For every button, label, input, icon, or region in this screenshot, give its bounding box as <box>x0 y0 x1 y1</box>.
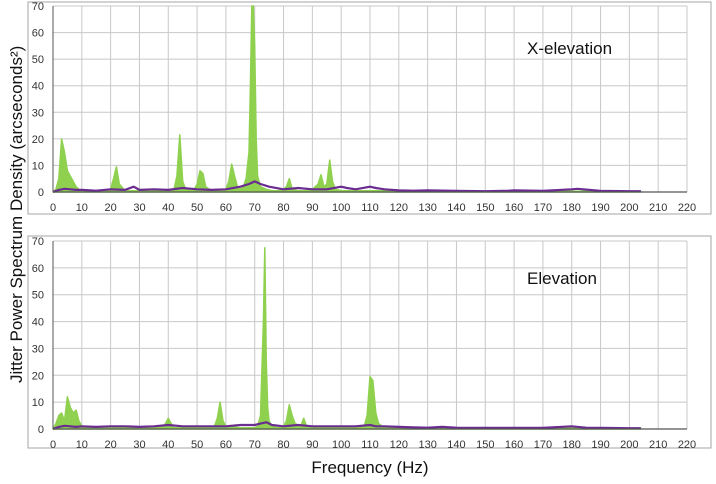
x-tick-label: 110 <box>361 202 379 214</box>
x-tick-label: 210 <box>649 202 667 214</box>
x-tick-label: 50 <box>191 202 203 214</box>
x-tick-label: 150 <box>476 202 494 214</box>
x-tick-label: 100 <box>332 202 350 214</box>
y-tick-label: 0 <box>38 424 44 436</box>
x-tick-label: 220 <box>678 439 696 451</box>
panel-annotation: Elevation <box>527 269 597 288</box>
x-tick-label: 170 <box>534 202 552 214</box>
x-tick-label: 100 <box>332 439 350 451</box>
y-tick-label: 70 <box>32 1 44 13</box>
y-tick-label: 30 <box>32 107 44 119</box>
series-line-2 <box>52 180 641 194</box>
x-tick-label: 110 <box>361 439 379 451</box>
x-tick-label: 200 <box>620 202 638 214</box>
x-tick-label: 30 <box>133 202 145 214</box>
x-tick-label: 10 <box>76 439 88 451</box>
x-tick-label: 50 <box>191 439 203 451</box>
x-tick-label: 190 <box>591 202 609 214</box>
x-tick-label: 20 <box>105 439 117 451</box>
x-tick-label: 40 <box>162 439 174 451</box>
y-tick-label: 50 <box>32 54 44 66</box>
x-tick-label: 160 <box>505 439 523 451</box>
x-tick-label: 0 <box>50 202 56 214</box>
y-tick-label: 20 <box>32 370 44 382</box>
y-tick-label: 70 <box>32 236 44 248</box>
x-tick-label: 190 <box>591 439 609 451</box>
y-tick-label: 40 <box>32 317 44 329</box>
x-tick-label: 80 <box>277 439 289 451</box>
x-tick-label: 20 <box>105 202 117 214</box>
x-tick-label: 170 <box>534 439 552 451</box>
x-tick-label: 220 <box>678 202 696 214</box>
panel-annotation: X-elevation <box>527 39 612 58</box>
y-axis-label: Jitter Power Spectrum Density (arcsecond… <box>7 45 26 383</box>
x-tick-label: 180 <box>563 202 581 214</box>
x-tick-label: 130 <box>418 439 436 451</box>
y-tick-label: 10 <box>32 160 44 172</box>
series-line-2 <box>52 421 641 431</box>
x-tick-label: 60 <box>220 202 232 214</box>
y-tick-label: 40 <box>32 81 44 93</box>
y-tick-label: 10 <box>32 397 44 409</box>
x-tick-label: 140 <box>447 439 465 451</box>
x-tick-label: 120 <box>390 202 408 214</box>
x-tick-label: 70 <box>249 202 261 214</box>
x-tick-label: 200 <box>620 439 638 451</box>
x-tick-label: 140 <box>447 202 465 214</box>
x-tick-label: 40 <box>162 202 174 214</box>
chart-panel-1: 0 10 20 30 40 50 60 70 80 90 100 110 120 130 140 150 160… <box>27 1 712 215</box>
x-tick-label: 0 <box>50 439 56 451</box>
x-tick-label: 90 <box>306 202 318 214</box>
x-tick-label: 70 <box>249 439 261 451</box>
x-tick-label: 90 <box>306 439 318 451</box>
x-tick-label: 120 <box>390 439 408 451</box>
x-tick-label: 180 <box>563 439 581 451</box>
x-tick-label: 10 <box>76 202 88 214</box>
x-tick-label: 80 <box>277 202 289 214</box>
y-tick-label: 20 <box>32 134 44 146</box>
y-tick-label: 50 <box>32 290 44 302</box>
x-tick-label: 130 <box>418 202 436 214</box>
y-tick-label: 30 <box>32 343 44 355</box>
x-tick-label: 60 <box>220 439 232 451</box>
x-axis-label: Frequency (Hz) <box>311 458 429 477</box>
chart-panel-2: 0 10 20 30 40 50 60 70 80 90 100 110 120 130 140 150 160… <box>27 235 712 451</box>
y-tick-label: 60 <box>32 28 44 40</box>
x-tick-label: 30 <box>133 439 145 451</box>
x-tick-label: 150 <box>476 439 494 451</box>
y-tick-label: 60 <box>32 263 44 275</box>
y-tick-label: 0 <box>38 187 44 199</box>
x-tick-label: 160 <box>505 202 523 214</box>
x-tick-label: 210 <box>649 439 667 451</box>
